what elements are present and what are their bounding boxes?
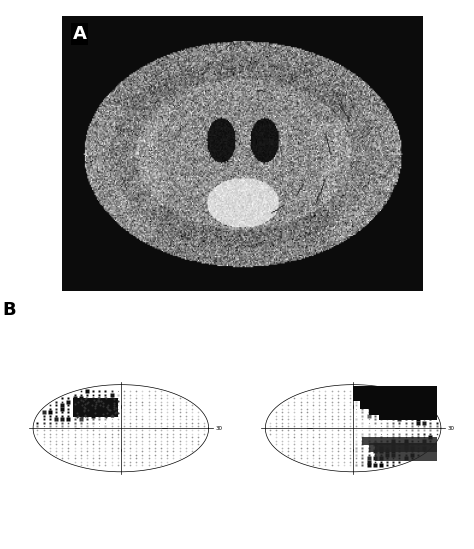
Text: 30: 30 [448, 425, 455, 431]
FancyBboxPatch shape [369, 444, 437, 452]
FancyBboxPatch shape [360, 401, 437, 408]
FancyBboxPatch shape [375, 444, 437, 461]
FancyBboxPatch shape [73, 397, 118, 417]
FancyBboxPatch shape [380, 415, 437, 421]
FancyBboxPatch shape [369, 408, 437, 415]
Text: 30: 30 [216, 425, 223, 431]
FancyBboxPatch shape [353, 386, 437, 401]
Text: A: A [73, 25, 86, 43]
FancyBboxPatch shape [362, 437, 437, 445]
Text: B: B [2, 301, 16, 320]
